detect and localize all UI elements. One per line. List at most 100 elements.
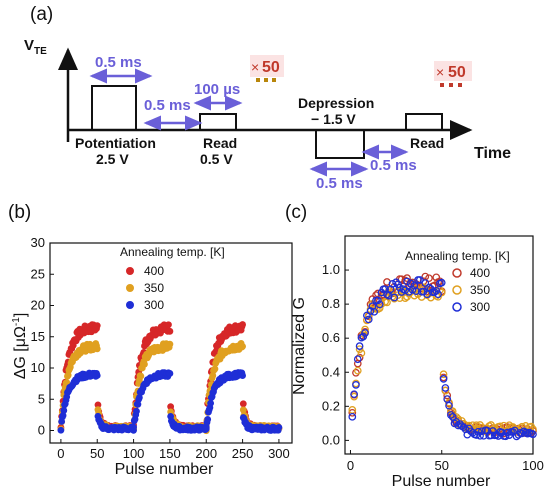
panel-a: (a) VTE Time 0.5 ms 0.5 ms 100 µs 0.5 ms… <box>24 4 511 192</box>
panel-b-point <box>64 371 72 379</box>
panel-a-y-label: VTE <box>24 37 47 57</box>
panel-c-point <box>403 274 411 282</box>
panel-c-point <box>375 300 384 309</box>
panel-b-point <box>141 360 148 368</box>
panel-c-point <box>474 427 483 436</box>
read-pulse-2 <box>405 113 443 131</box>
panel-b-x-tick-label: 150 <box>159 446 181 461</box>
panel-c-point <box>412 287 421 296</box>
panel-c-point <box>478 427 486 436</box>
potentiation-voltage: 2.5 V <box>96 151 129 167</box>
panel-b-point <box>166 327 174 335</box>
panel-b-point <box>137 372 145 380</box>
panel-b-y-tick-label: 20 <box>31 298 45 313</box>
panel-b: (b) ΔG [μΩ-1] Pulse number 0 50 100 150 200 2… <box>8 202 293 478</box>
panel-c-point <box>443 395 452 403</box>
panel-b-point <box>239 343 246 350</box>
panel-c-y-tick-label: 0.0 <box>322 432 340 447</box>
panel-b-point <box>57 426 65 434</box>
panel-c-legend-label: 300 <box>470 300 490 314</box>
potentiation-width-label: 0.5 ms <box>95 54 142 71</box>
panel-b-legend-label: 400 <box>144 264 164 278</box>
panel-b-y-tick-label: 30 <box>31 235 45 250</box>
panel-b-legend-marker <box>126 267 134 275</box>
panel-b-point <box>82 347 90 355</box>
panel-b-x-label: Pulse number <box>115 461 214 478</box>
panel-c-point <box>392 278 400 287</box>
panel-c-point <box>401 294 410 303</box>
repeat-dot <box>256 78 260 82</box>
panel-c-point <box>447 408 455 417</box>
panel-c-point <box>439 375 448 383</box>
panel-c-point <box>350 390 358 399</box>
panel-c-points <box>348 272 537 441</box>
panel-b-point <box>204 416 212 423</box>
panel-c-point <box>436 277 444 286</box>
panel-a-label: (a) <box>30 4 53 25</box>
depression-label: Depression <box>298 95 374 111</box>
panel-b-point <box>275 424 283 431</box>
depression-pulse <box>315 129 365 159</box>
panel-b-y-tick-label: 5 <box>38 391 45 406</box>
panel-c-y-tick-label: 0.4 <box>322 364 340 379</box>
panel-c-point <box>355 345 364 354</box>
panel-c-point <box>374 296 382 305</box>
panel-b-point <box>94 401 102 409</box>
panel-c-point <box>419 283 428 292</box>
panel-b-x-tick-label: 0 <box>57 446 64 461</box>
panel-c-x-tick-label: 100 <box>522 458 544 473</box>
repeat-dot <box>264 78 268 82</box>
panel-c-legend-title: Annealing temp. [K] <box>405 249 510 263</box>
panel-b-plot-frame <box>49 242 293 444</box>
panel-b-legend-label: 350 <box>144 281 164 295</box>
panel-b-legend-label: 300 <box>144 298 164 312</box>
panel-c-legend-marker <box>452 302 462 312</box>
panel-c-point <box>529 430 537 439</box>
panel-c-point <box>355 342 364 350</box>
panel-c-ticks: 0 50 100 0.0 0.2 0.4 0.6 0.8 1.0 <box>322 262 544 473</box>
panel-b-point <box>165 321 172 329</box>
repeat-dot <box>440 83 444 87</box>
panel-c-point <box>401 286 410 295</box>
panel-c-point <box>439 370 448 379</box>
panel-b-y-tick-label: 25 <box>31 266 45 281</box>
panel-b-y-label: ΔG [μΩ-1] <box>11 313 29 380</box>
repeat-marker-1-times: × <box>251 59 259 75</box>
panel-c-point <box>383 298 391 307</box>
panel-a-x-label: Time <box>474 145 511 162</box>
panel-c-point <box>421 279 430 287</box>
panel-b-point <box>135 394 143 401</box>
repeat-dot <box>272 78 276 82</box>
panel-c-y-label: Normalized G <box>291 297 308 395</box>
panel-c-point <box>483 426 492 435</box>
repeat-marker-2-count: 50 <box>448 64 466 81</box>
panel-c-label: (c) <box>285 202 307 223</box>
panel-c-point <box>425 283 433 292</box>
panel-b-point <box>93 345 101 353</box>
panel-c-point <box>363 311 371 320</box>
panel-c-point <box>514 430 523 439</box>
panel-b-legend: Annealing temp. [K] 400 350 300 <box>120 245 225 312</box>
repeat-marker-1-highlight <box>250 55 284 77</box>
panel-c-point <box>501 432 510 441</box>
panel-b-point <box>207 399 215 407</box>
panel-b-point <box>93 372 101 379</box>
panel-c-point <box>459 423 468 432</box>
panel-c-point <box>437 278 446 287</box>
panel-c-point <box>441 384 450 392</box>
panel-c-point <box>505 421 514 430</box>
panel-c-legend-label: 350 <box>470 283 490 297</box>
panel-c-point <box>388 280 397 288</box>
panel-c-plot-frame <box>344 235 534 455</box>
gap1-label: 0.5 ms <box>144 97 191 114</box>
panel-c-point <box>353 366 362 375</box>
panel-c-point <box>352 368 360 377</box>
potentiation-pulse <box>91 85 137 131</box>
read1-voltage: 0.5 V <box>200 151 233 167</box>
panel-c-point <box>361 329 369 337</box>
panel-c-legend-marker <box>452 285 462 295</box>
panel-c-point <box>359 332 368 341</box>
panel-c: (c) Normalized G Pulse number 0 50 1000.00… <box>285 202 544 490</box>
read-pulse-1 <box>199 113 237 131</box>
